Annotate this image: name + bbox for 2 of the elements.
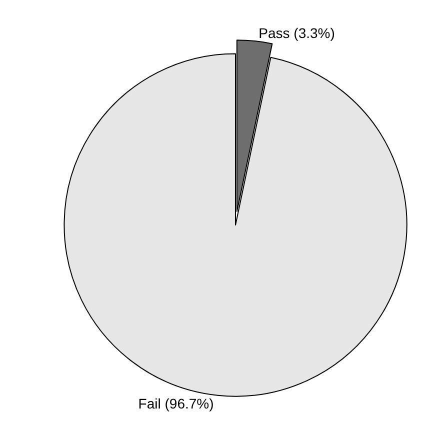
slice-label: Pass (3.3%) <box>258 25 335 42</box>
slice-label: Fail (96.7%) <box>138 395 214 412</box>
